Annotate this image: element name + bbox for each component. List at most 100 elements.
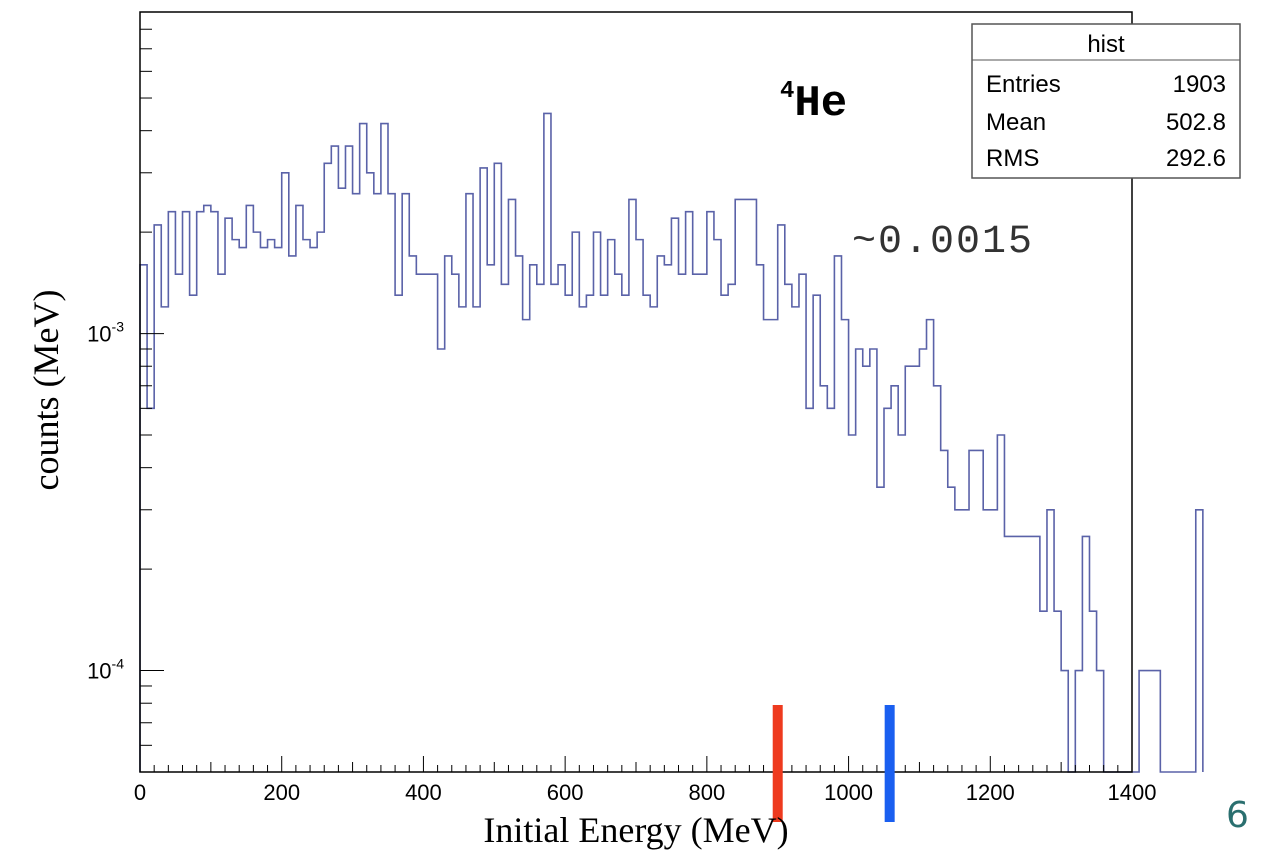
histogram-bin (898, 435, 905, 772)
histogram-bin (452, 274, 459, 772)
isotope-label: 4He (780, 78, 847, 129)
histogram-bin (912, 366, 919, 772)
histogram-bin (423, 274, 430, 772)
histogram-bin (941, 450, 948, 772)
histogram-bin (579, 307, 586, 772)
histogram-bin (331, 146, 338, 772)
histogram-bin (253, 232, 260, 772)
histogram-bin (544, 113, 551, 772)
histogram-bin (1047, 510, 1054, 772)
histogram-bin (197, 212, 204, 772)
histogram-bin (1082, 536, 1089, 772)
histogram-bin (749, 199, 756, 772)
histogram-bin (955, 510, 962, 772)
histogram-bin (416, 274, 423, 772)
stats-value-entries: 1903 (1173, 71, 1226, 98)
x-tick-label: 0 (134, 780, 146, 805)
histogram-bin (990, 510, 997, 772)
histogram-bin (841, 320, 848, 772)
histogram-bin (601, 295, 608, 772)
histogram-bin (310, 248, 317, 772)
histogram-bin (643, 295, 650, 772)
histogram-bin (686, 212, 693, 772)
histogram-bin (877, 487, 884, 772)
histogram-bin (459, 307, 466, 772)
histogram-bin (438, 349, 445, 772)
histogram-bin (360, 124, 367, 772)
stats-value-rms: 292.6 (1166, 145, 1226, 172)
histogram-bin (1139, 671, 1146, 772)
stats-label-mean: Mean (986, 109, 1046, 136)
histogram-bin (820, 386, 827, 772)
histogram-bin (1153, 671, 1160, 772)
histogram-bin (969, 450, 976, 772)
x-tick-label: 1400 (1108, 780, 1157, 805)
x-axis: 0 200 400 600 800 1000 1200 1400 (134, 756, 1157, 805)
histogram-bin (764, 320, 771, 772)
histogram-bin (785, 284, 792, 772)
y-axis: 10-3 10-4 (87, 28, 164, 773)
histogram-bin (537, 284, 544, 772)
histogram-bin (175, 274, 182, 772)
histogram-bin (324, 163, 331, 772)
histogram-bin (225, 218, 232, 772)
histogram-bin (1097, 671, 1104, 772)
y-tick-label-base: 10 (87, 322, 111, 347)
histogram-bin (657, 256, 664, 772)
histogram-bin (905, 366, 912, 772)
histogram-bin (232, 240, 239, 772)
histogram-bin (204, 205, 211, 772)
histogram-bin (395, 295, 402, 772)
histogram-bin (487, 265, 494, 772)
histogram-bin (742, 199, 749, 772)
y-tick-label-exponent: -3 (112, 319, 125, 335)
histogram-bin (260, 248, 267, 772)
histogram-bin (622, 295, 629, 772)
histogram-bin (190, 295, 197, 772)
histogram-bin (551, 284, 558, 772)
histogram-bin (615, 274, 622, 772)
histogram-bin (353, 194, 360, 772)
histogram-bin (1075, 671, 1082, 772)
histogram-bin (679, 274, 686, 772)
y-axis-title: counts (MeV) (26, 290, 66, 491)
histogram-bin (1033, 536, 1040, 772)
histogram-bin (863, 366, 870, 772)
histogram-bin (246, 205, 253, 772)
x-tick-label: 1000 (824, 780, 873, 805)
histogram-bin (693, 274, 700, 772)
histogram-bin (976, 450, 983, 772)
histogram-bin (650, 307, 657, 772)
histogram-bin (388, 194, 395, 772)
fraction-annotation: ~0.0015 (852, 220, 1034, 265)
histogram-bin (374, 194, 381, 772)
histogram-bin (919, 349, 926, 772)
x-axis-title: Initial Energy (MeV) (483, 810, 788, 850)
histogram-bin (778, 225, 785, 772)
histogram-bin (714, 240, 721, 772)
isotope-mass-number: 4 (780, 78, 794, 105)
histogram-bin (586, 295, 593, 772)
histogram-bin (849, 435, 856, 772)
histogram-bin (431, 274, 438, 772)
histogram-bin (268, 240, 275, 772)
y-tick-label: 10-4 (87, 656, 124, 684)
energy-markers (772, 705, 895, 822)
histogram-bin (856, 349, 863, 772)
histogram-bin (565, 295, 572, 772)
histogram-bin (700, 274, 707, 772)
histogram-bin (806, 408, 813, 772)
histogram-bin (756, 265, 763, 772)
x-tick-label: 1200 (966, 780, 1015, 805)
histogram-outline (139, 112, 1204, 773)
histogram-bin (154, 225, 161, 772)
histogram-bin (707, 212, 714, 772)
histogram-bin (1012, 536, 1019, 772)
histogram-bin (296, 205, 303, 772)
histogram-bin (870, 349, 877, 772)
histogram-bin (735, 199, 742, 772)
histogram-bin (1040, 611, 1047, 772)
y-tick-label: 10-3 (87, 319, 124, 347)
histogram-bin (317, 232, 324, 772)
histogram-bin (1054, 611, 1061, 772)
